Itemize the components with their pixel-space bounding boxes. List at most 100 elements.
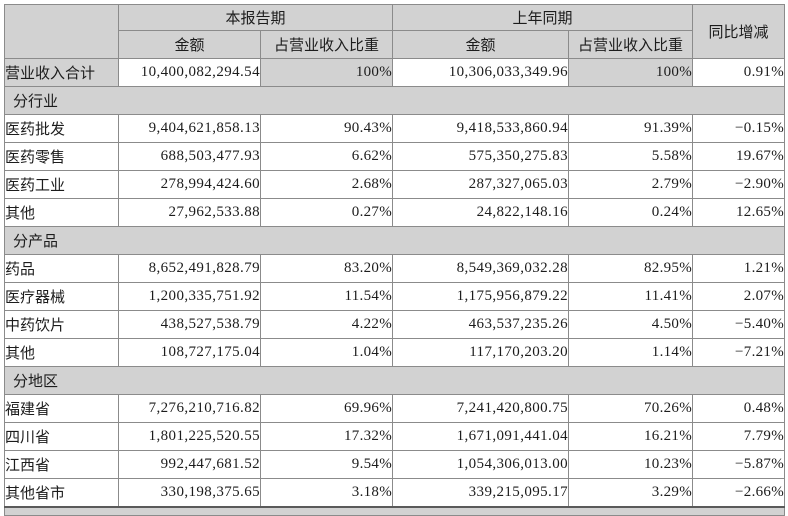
- cell-amount-prior: 463,537,235.26: [392, 310, 570, 339]
- cell-yoy: 2.07%: [692, 282, 786, 311]
- row-label: 中药饮片: [4, 310, 119, 339]
- cell-amount-current: 992,447,681.52: [118, 450, 261, 479]
- table-row: 江西省 992,447,681.52 9.54% 1,054,306,013.0…: [4, 450, 786, 479]
- section-row-by-region: 分地区: [3, 366, 786, 395]
- cell-ratio-prior: 70.26%: [568, 394, 694, 423]
- cell-amount-prior: 1,054,306,013.00: [392, 450, 570, 479]
- cell-amount-prior: 339,215,095.17: [392, 478, 570, 507]
- cell-amount-current: 8,652,491,828.79: [118, 254, 261, 283]
- cell-ratio-current: 9.54%: [259, 450, 394, 479]
- cell-yoy: 7.79%: [692, 422, 786, 451]
- cell-ratio-current: 6.62%: [259, 142, 394, 171]
- cell-amount-prior: 1,175,956,879.22: [392, 282, 570, 311]
- section-title: 分地区: [3, 366, 786, 395]
- section-title: 分行业: [3, 86, 786, 115]
- cell-yoy: 1.21%: [692, 254, 786, 283]
- cell-ratio-current: 100%: [259, 58, 394, 87]
- cell-amount-current: 9,404,621,858.13: [118, 114, 261, 143]
- cell-ratio-current: 0.27%: [259, 198, 394, 227]
- cell-yoy: −0.15%: [692, 114, 786, 143]
- cell-amount-current: 108,727,175.04: [118, 338, 261, 367]
- cell-yoy: −2.66%: [692, 478, 786, 507]
- table-row: 医疗器械 1,200,335,751.92 11.54% 1,175,956,8…: [4, 282, 786, 311]
- table-row-partial: [3, 505, 786, 516]
- cell-yoy: 0.91%: [692, 58, 786, 87]
- header-yoy: 同比增减: [692, 4, 786, 59]
- cell-amount-current: 1,200,335,751.92: [118, 282, 261, 311]
- cell-ratio-prior: 2.79%: [568, 170, 694, 199]
- table-row: 其他 108,727,175.04 1.04% 117,170,203.20 1…: [4, 338, 786, 367]
- header-current-period: 本报告期: [117, 4, 394, 31]
- cell-yoy: −5.40%: [692, 310, 786, 339]
- section-title: 分产品: [3, 226, 786, 255]
- section-row-by-industry: 分行业: [3, 86, 786, 115]
- cell-ratio-prior: 82.95%: [568, 254, 694, 283]
- header-row-subcolumns: 金额 占营业收入比重 金额 占营业收入比重: [5, 30, 785, 59]
- cell-ratio-prior: 91.39%: [568, 114, 694, 143]
- cell-amount-current: 688,503,477.93: [118, 142, 261, 171]
- row-label: 江西省: [4, 450, 119, 479]
- cell-amount-current: 330,198,375.65: [118, 478, 261, 507]
- cell-amount-current: 27,962,533.88: [118, 198, 261, 227]
- cell-amount-current: 438,527,538.79: [118, 310, 261, 339]
- cell-ratio-prior: 0.24%: [568, 198, 694, 227]
- cell-amount-prior: 575,350,275.83: [392, 142, 570, 171]
- cell-yoy: −7.21%: [692, 338, 786, 367]
- cell-yoy: −2.90%: [692, 170, 786, 199]
- cell-amount-prior: 117,170,203.20: [392, 338, 570, 367]
- header-ratio-prior: 占营业收入比重: [568, 30, 694, 59]
- cell-ratio-current: 2.68%: [259, 170, 394, 199]
- revenue-breakdown-table: 本报告期 上年同期 同比增减 金额 占营业收入比重 金额 占营业收入比重 营业收…: [3, 4, 786, 516]
- table-row: 中药饮片 438,527,538.79 4.22% 463,537,235.26…: [4, 310, 786, 339]
- row-label: 营业收入合计: [4, 58, 119, 87]
- cell-yoy: 19.67%: [692, 142, 786, 171]
- header-corner-cell: [4, 4, 119, 59]
- table-row: 医药工业 278,994,424.60 2.68% 287,327,065.03…: [4, 170, 786, 199]
- row-label: 医疗器械: [4, 282, 119, 311]
- header-amount-prior: 金额: [392, 30, 570, 59]
- header-amount-current: 金额: [118, 30, 261, 59]
- cell-amount-current: 278,994,424.60: [118, 170, 261, 199]
- table-row: 药品 8,652,491,828.79 83.20% 8,549,369,032…: [4, 254, 786, 283]
- cell-ratio-prior: 3.29%: [568, 478, 694, 507]
- cell-amount-prior: 1,671,091,441.04: [392, 422, 570, 451]
- cell-amount-prior: 287,327,065.03: [392, 170, 570, 199]
- cell-amount-prior: 8,549,369,032.28: [392, 254, 570, 283]
- row-label: 医药零售: [4, 142, 119, 171]
- row-label: 福建省: [4, 394, 119, 423]
- partial-section-band: [3, 505, 786, 516]
- cell-ratio-current: 1.04%: [259, 338, 394, 367]
- row-label: 其他: [4, 198, 119, 227]
- table-row: 其他省市 330,198,375.65 3.18% 339,215,095.17…: [4, 478, 786, 507]
- header-row-periods: 本报告期 上年同期 同比增减: [4, 4, 786, 59]
- cell-ratio-current: 4.22%: [259, 310, 394, 339]
- cell-ratio-prior: 11.41%: [568, 282, 694, 311]
- header-ratio-current: 占营业收入比重: [259, 30, 394, 59]
- table-row: 其他 27,962,533.88 0.27% 24,822,148.16 0.2…: [4, 198, 786, 227]
- cell-ratio-current: 90.43%: [259, 114, 394, 143]
- row-label: 药品: [4, 254, 119, 283]
- table-row: 医药批发 9,404,621,858.13 90.43% 9,418,533,8…: [4, 114, 786, 143]
- revenue-breakdown-table-wrap: 本报告期 上年同期 同比增减 金额 占营业收入比重 金额 占营业收入比重 营业收…: [3, 4, 786, 516]
- cell-ratio-current: 11.54%: [259, 282, 394, 311]
- cell-ratio-prior: 4.50%: [568, 310, 694, 339]
- row-label: 四川省: [4, 422, 119, 451]
- cell-ratio-current: 69.96%: [259, 394, 394, 423]
- cell-ratio-current: 83.20%: [259, 254, 394, 283]
- cell-amount-prior: 7,241,420,800.75: [392, 394, 570, 423]
- table-row-total: 营业收入合计 10,400,082,294.54 100% 10,306,033…: [4, 58, 786, 87]
- cell-yoy: −5.87%: [692, 450, 786, 479]
- cell-ratio-prior: 1.14%: [568, 338, 694, 367]
- cell-amount-current: 1,801,225,520.55: [118, 422, 261, 451]
- cell-ratio-prior: 5.58%: [568, 142, 694, 171]
- cell-amount-prior: 10,306,033,349.96: [392, 58, 570, 87]
- cell-ratio-prior: 10.23%: [568, 450, 694, 479]
- table-row: 福建省 7,276,210,716.82 69.96% 7,241,420,80…: [4, 394, 786, 423]
- cell-ratio-current: 17.32%: [259, 422, 394, 451]
- cell-amount-prior: 24,822,148.16: [392, 198, 570, 227]
- cell-ratio-current: 3.18%: [259, 478, 394, 507]
- cell-ratio-prior: 100%: [568, 58, 694, 87]
- row-label: 医药工业: [4, 170, 119, 199]
- cell-amount-prior: 9,418,533,860.94: [392, 114, 570, 143]
- header-prior-period: 上年同期: [392, 4, 694, 31]
